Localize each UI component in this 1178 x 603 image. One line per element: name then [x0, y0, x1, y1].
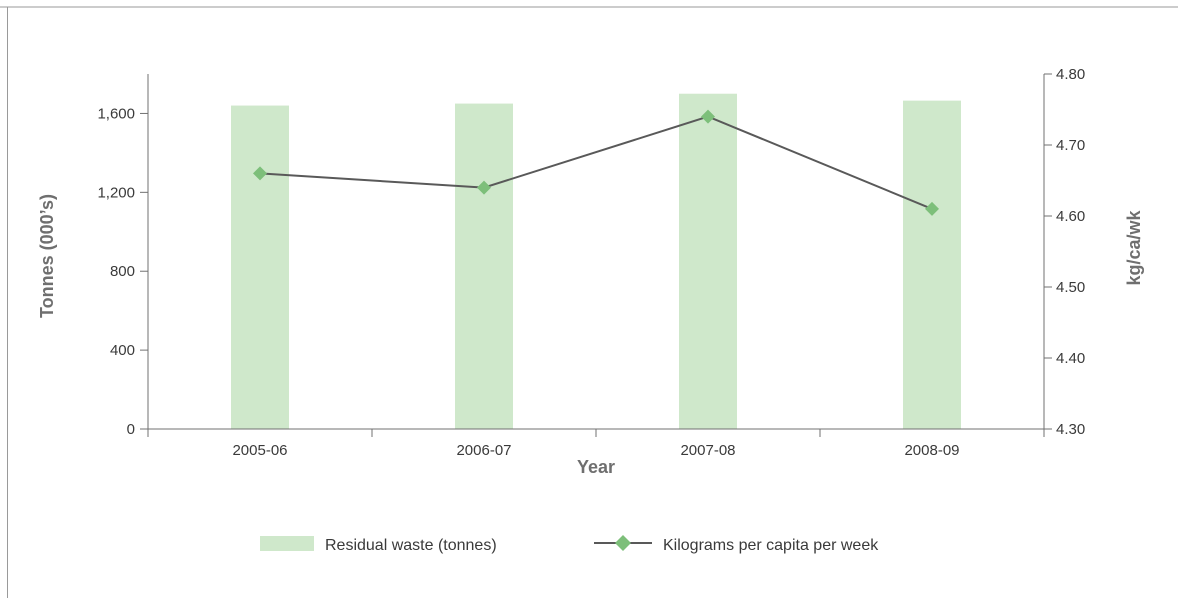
y2-tick-label: 4.80	[1056, 66, 1085, 83]
y-tick-label: 400	[110, 342, 135, 359]
legend-swatch-residual-waste	[260, 536, 314, 551]
y2-tick-label: 4.50	[1056, 279, 1085, 296]
point-marker-2006-07	[477, 180, 491, 195]
point-marker-2008-09	[925, 201, 939, 216]
y-tick-label: 800	[110, 263, 135, 280]
line-layer	[253, 109, 939, 216]
point-marker-2007-08	[701, 109, 715, 124]
legend: Residual waste (tonnes) Kilograms per ca…	[260, 535, 879, 554]
bars-layer	[231, 93, 961, 430]
y2-tick-label: 4.60	[1056, 208, 1085, 225]
x-tick-label: 2005-06	[232, 442, 287, 459]
y-tick-label: 0	[127, 421, 135, 438]
series-line-kilograms	[259, 115, 933, 210]
x-axis-title: Year	[577, 457, 615, 477]
bar-2007-08	[679, 93, 737, 429]
x-tick-label: 2008-09	[904, 442, 959, 459]
bar-2008-09	[903, 100, 961, 429]
y-tick-label: 1,200	[97, 184, 135, 201]
bar-2005-06	[231, 105, 289, 430]
y2-tick-label: 4.40	[1056, 350, 1085, 367]
legend-label-residual-waste: Residual waste (tonnes)	[325, 537, 497, 554]
x-tick-label: 2006-07	[456, 442, 511, 459]
legend-marker-kilograms	[615, 535, 631, 551]
point-marker-2005-06	[253, 166, 267, 181]
x-tick-label: 2007-08	[680, 442, 735, 459]
y2-tick-label: 4.30	[1056, 421, 1085, 438]
y2-tick-label: 4.70	[1056, 137, 1085, 154]
bar-2006-07	[455, 103, 513, 429]
y-axis-title: Tonnes (000’s)	[37, 194, 57, 318]
axes-layer: 0 400 800 1,200 1,600 4.30 4.40 4.50 4.60 4.70 4.8…	[97, 66, 1085, 459]
y2-axis-title: kg/ca/wk	[1124, 209, 1144, 285]
legend-label-kilograms: Kilograms per capita per week	[663, 537, 879, 554]
y-tick-label: 1,600	[97, 105, 135, 122]
